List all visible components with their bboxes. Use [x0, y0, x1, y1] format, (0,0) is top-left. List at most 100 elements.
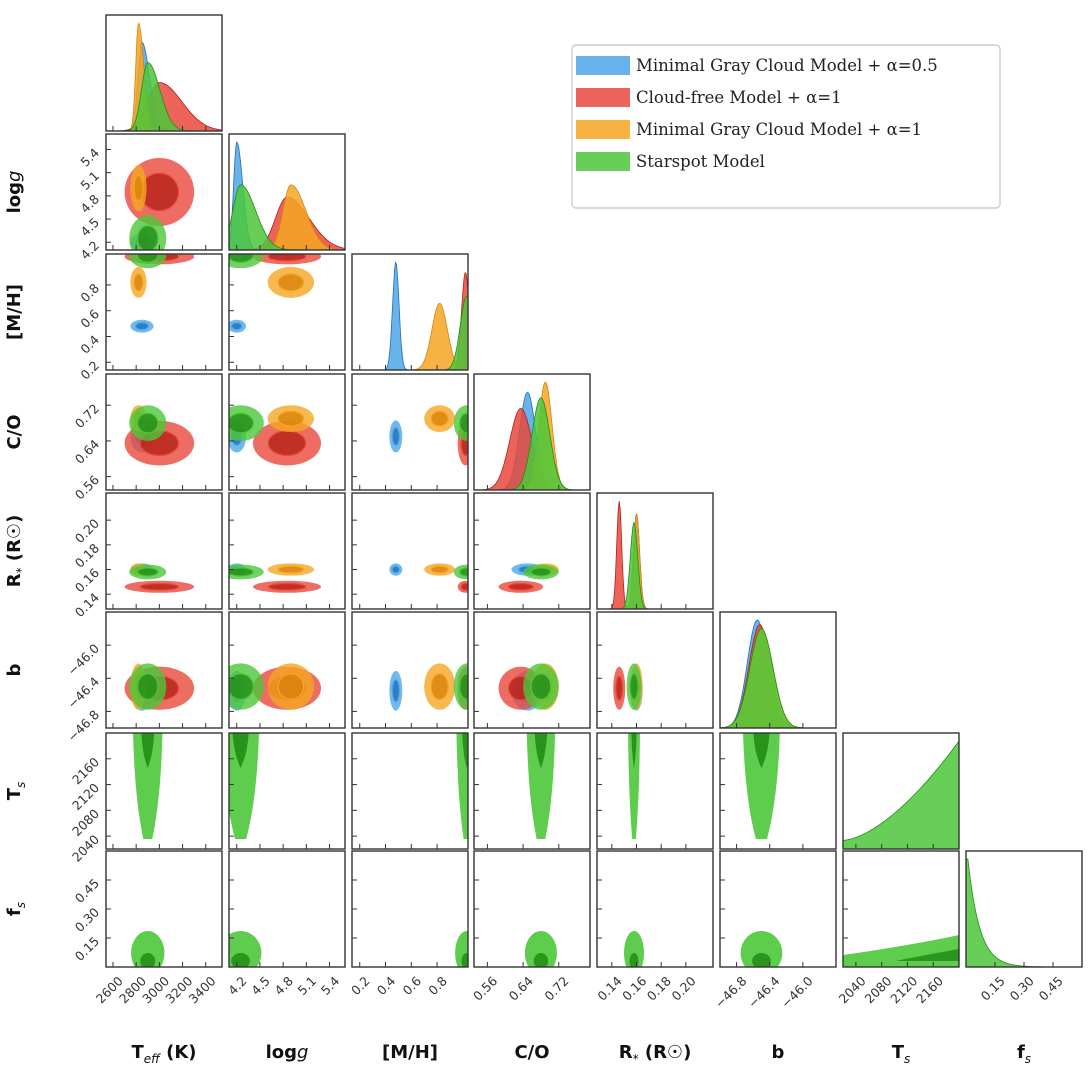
contour-inner [533, 953, 549, 967]
y-axis-label-rstar: R* (R☉) [4, 515, 28, 588]
contour-line [133, 273, 144, 292]
contour-inner [459, 567, 468, 577]
marginal-mh [352, 261, 468, 370]
y-tick-label-logg: 4.8 [77, 191, 102, 216]
contour-inner [137, 413, 158, 433]
x-axis-label-b: b [772, 1042, 785, 1063]
contour-line [134, 322, 149, 331]
contour-rstar-fs [624, 931, 645, 967]
x-tick-label-fs: 0.15 [978, 973, 1008, 1003]
legend-swatch-0 [576, 56, 630, 75]
contour-line [231, 322, 243, 331]
contour-inner [137, 225, 158, 250]
x-tick-label-teff: 3400 [186, 973, 219, 1006]
contour-outer [133, 733, 163, 839]
panel-frame [351, 732, 469, 850]
panel-frame [105, 133, 223, 251]
y-axis-label-co: C/O [4, 414, 25, 449]
x-tick-label-logg: 5.4 [318, 973, 343, 998]
panel-frame [105, 492, 223, 610]
contour-inner [462, 733, 468, 768]
contour-outer [624, 931, 645, 967]
panel-frame [228, 492, 346, 610]
contour-line [507, 582, 534, 591]
x-tick-label-logg: 4.5 [248, 973, 273, 998]
legend: Minimal Gray Cloud Model + α=0.5 Cloud-fr… [571, 44, 1001, 209]
y-tick-label-co: 0.56 [72, 472, 102, 502]
contour-inner [229, 254, 254, 263]
contour-line [277, 273, 305, 292]
y-tick-label-rstar: 0.20 [72, 516, 102, 546]
marginal-fs [966, 858, 1082, 967]
x-tick-label-co: 0.56 [470, 973, 500, 1003]
x-tick-label-b: −46.8 [712, 973, 750, 1011]
y-tick-label-mh: 0.8 [77, 280, 102, 305]
x-tick-label-ts: 2040 [836, 973, 869, 1006]
contour-inner [895, 949, 959, 961]
contour-outer [229, 733, 259, 839]
y-axis-label-fs: fs [4, 902, 28, 916]
contour-line [391, 679, 400, 703]
contour-inner [137, 254, 158, 263]
y-tick-label-logg: 4.5 [77, 215, 102, 240]
contour-outer [740, 931, 783, 967]
x-tick-label-ts: 2120 [887, 973, 920, 1006]
contour-inner [531, 673, 551, 700]
contour-inner [431, 411, 449, 426]
contour-inner [431, 673, 449, 700]
x-tick-label-rstar: 0.20 [668, 973, 698, 1003]
panel-frame [719, 732, 837, 850]
contour-line [139, 582, 180, 591]
contour-co-b [498, 663, 559, 711]
y-tick-label-ts: 2040 [69, 832, 102, 865]
contour-outer [524, 931, 557, 967]
contour-inner [140, 953, 156, 967]
marginal-b [720, 619, 836, 728]
x-axis-label-fs: fs [1017, 1042, 1031, 1066]
x-axis-label-teff: Teff (K) [132, 1042, 197, 1066]
contour-inner [459, 673, 468, 700]
contour-inner [135, 322, 149, 330]
contour-line [430, 673, 449, 700]
contour-line [229, 412, 254, 434]
contour-inner [392, 427, 400, 446]
contour-outer [843, 935, 959, 967]
contour-inner [629, 673, 639, 700]
contour-b-fs [740, 931, 783, 967]
contour-outer [743, 733, 780, 839]
legend-box [571, 44, 1001, 209]
y-tick-label-ts: 2120 [69, 780, 102, 813]
histogram-fs-series-3 [966, 858, 1082, 967]
panel-frame [473, 373, 591, 491]
contour-logg-fs [229, 931, 262, 967]
contour-inner [278, 673, 304, 700]
y-tick-label-co: 0.72 [72, 401, 102, 431]
contour-inner [268, 254, 306, 261]
contour-inner [392, 566, 400, 573]
x-tick-label-mh: 0.2 [348, 973, 373, 998]
y-axis-label-mh: [M/H] [4, 284, 25, 340]
y-tick-label-fs: 0.15 [72, 934, 102, 964]
y-tick-label-b: −46.8 [64, 707, 102, 745]
contour-teff-rstar [124, 563, 195, 593]
panel-frame [105, 253, 223, 371]
contour-line [133, 174, 144, 202]
contour-line [530, 567, 552, 577]
contour-inner [459, 413, 468, 433]
x-tick-label-mh: 0.8 [425, 973, 450, 998]
contour-rstar-b [613, 663, 643, 711]
panel-frame [228, 732, 346, 850]
x-tick-label-rstar: 0.16 [619, 973, 649, 1003]
y-tick-label-fs: 0.30 [72, 904, 102, 934]
contour-outer [131, 931, 165, 967]
legend-swatch-3 [576, 152, 630, 171]
panel-frame [842, 732, 960, 850]
contour-teff-logg [124, 157, 195, 250]
contour-line [277, 410, 305, 427]
contour-inner [229, 567, 254, 577]
y-tick-label-mh: 0.2 [77, 358, 102, 383]
contour-inner [231, 322, 242, 330]
contour-line [136, 225, 159, 250]
x-tick-label-co: 0.64 [506, 973, 536, 1003]
